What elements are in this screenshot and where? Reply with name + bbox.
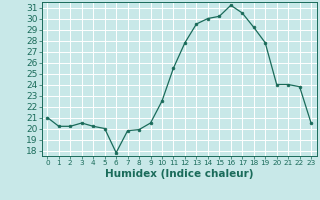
- X-axis label: Humidex (Indice chaleur): Humidex (Indice chaleur): [105, 169, 253, 179]
